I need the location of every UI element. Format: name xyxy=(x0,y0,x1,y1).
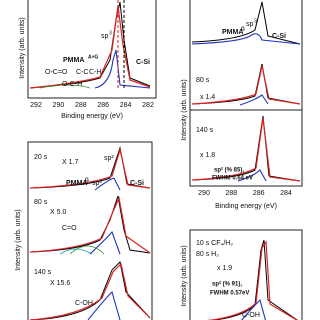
panel-frame xyxy=(189,0,303,187)
x-tick-label: 286 xyxy=(253,190,265,197)
label: x 1.9 xyxy=(217,265,232,272)
label: sp³ xyxy=(92,180,102,187)
label: C-H xyxy=(89,69,101,76)
label: sp² (% 85), xyxy=(214,167,244,174)
y-label: Intensity (arb. units) xyxy=(181,245,188,306)
label: 10 s CF₄/H₂ xyxy=(196,240,233,247)
label: FWHM 0.64 eV xyxy=(212,176,253,182)
label: 140 s xyxy=(34,269,52,276)
label: x 1.4 xyxy=(200,94,215,101)
label: C-Si xyxy=(136,59,150,66)
x-tick-label: 288 xyxy=(75,102,87,109)
label: C-C xyxy=(76,69,88,76)
panel-frame xyxy=(27,141,153,320)
label: C-OH xyxy=(242,312,260,319)
x-tick-label: 292 xyxy=(30,102,42,109)
label: O-C=O xyxy=(45,69,68,76)
x-tick-label: 284 xyxy=(120,102,132,109)
label: 3 xyxy=(109,30,112,36)
label: C-OH xyxy=(75,300,93,307)
label: X 15.6 xyxy=(50,280,70,287)
x-tick-label: 282 xyxy=(142,102,154,109)
spectra xyxy=(29,0,151,89)
y-label: Intensity (arb. units) xyxy=(15,209,22,270)
spectra xyxy=(29,146,151,320)
panel-frame xyxy=(189,229,303,320)
x-tick-label: 290 xyxy=(198,190,210,197)
x-label: Binding energy (eV) xyxy=(61,113,123,120)
label: 20 s xyxy=(34,154,48,161)
label: 3 xyxy=(254,18,257,24)
label: G xyxy=(241,26,245,32)
label: sp² xyxy=(104,155,114,162)
label: O-C-H xyxy=(62,81,82,88)
label: X 1.7 xyxy=(62,159,78,166)
label: 80 s xyxy=(196,77,210,84)
spectra xyxy=(206,239,298,320)
y-label: Intensity (arb. units) xyxy=(181,79,188,140)
label: sp xyxy=(101,33,109,40)
label: sp² (% 91), xyxy=(212,281,242,288)
label: C-Si xyxy=(130,180,144,187)
label: C-Si xyxy=(272,33,286,40)
label: 140 s xyxy=(196,127,214,134)
label: 80 s xyxy=(34,199,48,206)
label: C=O xyxy=(62,225,77,232)
label: FWHM 0.57eV xyxy=(210,291,249,297)
label: X 5.0 xyxy=(50,209,66,216)
y-label: Intensity (arb. units) xyxy=(19,17,26,78)
label: 80 s H₂ xyxy=(196,251,219,258)
label: PMMA xyxy=(222,29,243,36)
label: sp xyxy=(246,21,254,28)
x-tick-label: 288 xyxy=(225,190,237,197)
label: G xyxy=(85,177,89,183)
x-tick-label: 286 xyxy=(97,102,109,109)
x-label: Binding energy (eV) xyxy=(215,203,277,210)
label: A+G xyxy=(88,54,99,60)
x-tick-label: 290 xyxy=(53,102,65,109)
x-tick-label: 284 xyxy=(280,190,292,197)
label: x 1.8 xyxy=(200,152,215,159)
panel-frame xyxy=(27,0,157,99)
label: PMMA xyxy=(63,57,84,64)
label: PMMA xyxy=(66,180,87,187)
spectra xyxy=(191,1,301,182)
